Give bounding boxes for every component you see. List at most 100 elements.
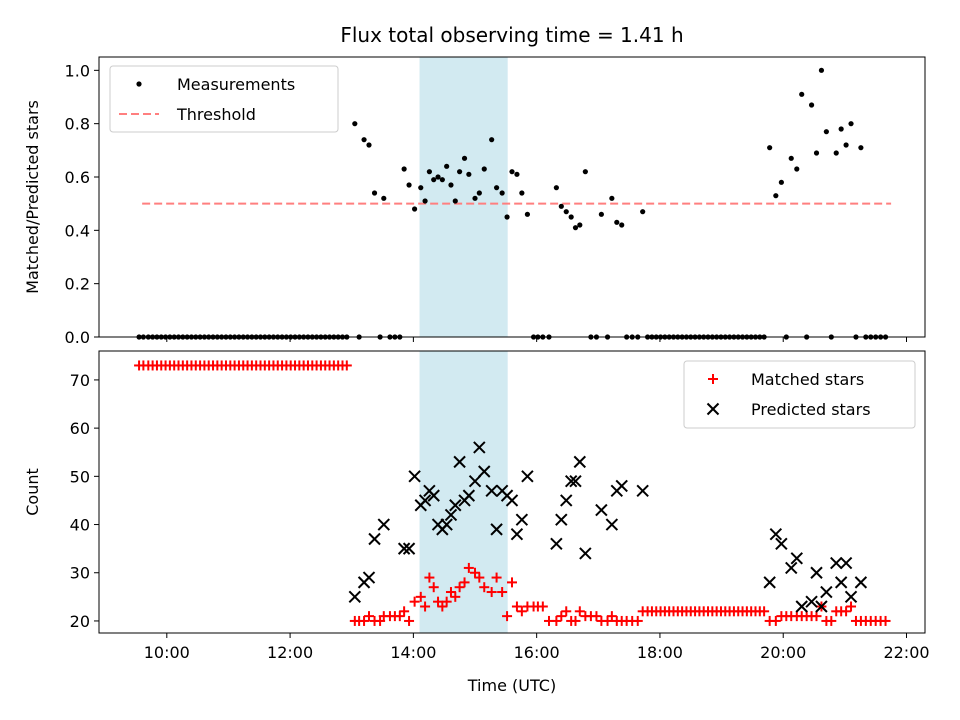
matched-star-point: [591, 611, 602, 622]
measurement-point: [598, 211, 604, 217]
predicted-star-point: [810, 566, 823, 579]
predicted-star-point: [839, 556, 853, 570]
predicted-star-point: [834, 576, 848, 589]
measurement-point: [444, 163, 450, 169]
legend-label-predicted: Predicted stars: [751, 400, 871, 419]
measurement-point: [366, 142, 372, 148]
matched-star-point: [880, 615, 891, 626]
predicted-star-point: [769, 527, 783, 541]
predicted-star-point: [605, 518, 619, 531]
matched-star-point: [474, 572, 485, 583]
measurement-point: [472, 195, 478, 201]
matched-star-point: [463, 562, 474, 573]
matched-star-point: [497, 587, 508, 598]
matched-star-point: [511, 601, 522, 612]
matched-star-point: [507, 577, 517, 588]
predicted-star-point: [440, 518, 453, 531]
legend-label-measurements: Measurements: [177, 75, 295, 94]
matched-star-point: [502, 611, 513, 622]
y-tick-label: 1.0: [65, 61, 90, 80]
measurement-point: [422, 198, 428, 204]
measurement-point: [519, 190, 525, 196]
x-tick-label: 18:00: [637, 643, 683, 662]
top-legend: Measurements Threshold: [109, 65, 339, 133]
bottom-y-axis-label: Count: [23, 468, 42, 516]
predicted-star-point: [348, 590, 362, 604]
matched-star-point: [632, 615, 643, 626]
measurement-point: [524, 211, 531, 217]
measurement-point: [833, 150, 839, 156]
measurement-point: [481, 166, 487, 172]
predicted-star-point: [462, 489, 476, 502]
x-tick-label: 10:00: [144, 643, 190, 662]
measurement-point: [563, 209, 569, 215]
legend-label-matched: Matched stars: [751, 370, 864, 389]
x-tick-label: 22:00: [883, 643, 929, 662]
x-axis-label: Time (UTC): [467, 676, 556, 695]
measurement-point: [614, 219, 620, 225]
predicted-star-point: [854, 576, 868, 589]
predicted-star-point: [595, 503, 608, 517]
matched-star-point: [846, 601, 857, 612]
predicted-star-point: [453, 455, 466, 469]
measurement-point: [858, 145, 864, 151]
legend-box: [109, 65, 339, 133]
matched-star-point: [454, 582, 465, 593]
matched-star-point: [770, 615, 781, 626]
matched-star-point: [841, 606, 852, 617]
measurement-point: [813, 150, 820, 156]
measurement-point: [818, 67, 825, 73]
bottom-axes-frame: [98, 350, 926, 634]
matched-star-point: [441, 596, 452, 607]
predicted-star-point: [560, 494, 573, 507]
bottom-legend: Matched stars Predicted stars: [683, 360, 916, 429]
matched-star-point: [363, 611, 374, 622]
measurement-point: [504, 214, 510, 220]
predicted-star-point: [418, 494, 432, 507]
measurement-point: [371, 190, 378, 196]
legend-x-marker: [706, 402, 720, 416]
matched-star-point: [404, 615, 415, 626]
predicted-star-point: [636, 484, 649, 498]
x-tick-label: 20:00: [760, 643, 806, 662]
predicted-star-point: [510, 527, 524, 541]
matched-star-point: [459, 577, 470, 588]
measurement-point: [499, 190, 505, 196]
measurement-point: [381, 195, 387, 201]
top-y-axis-label: Matched/Predicted stars: [23, 100, 42, 294]
legend-dot-marker: [136, 81, 142, 87]
measurement-point: [509, 169, 515, 175]
predicted-star-point: [402, 542, 416, 555]
matched-star-point: [606, 611, 617, 622]
y-tick-label: 60: [70, 419, 90, 438]
matched-star-point: [826, 615, 837, 626]
measurement-point: [514, 171, 520, 177]
predicted-star-point: [362, 571, 376, 584]
measurement-point: [435, 174, 441, 180]
matched-star-point: [556, 611, 567, 622]
matched-star-point: [570, 615, 581, 626]
legend-box: [683, 360, 916, 429]
measurement-point: [426, 169, 432, 175]
measurement-point: [799, 91, 805, 97]
measurement-point: [794, 166, 800, 172]
measurement-point: [401, 166, 407, 172]
measurement-point: [788, 155, 794, 161]
predicted-star-point: [830, 556, 843, 570]
predicted-star-point: [468, 474, 482, 488]
predicted-star-point: [485, 484, 498, 498]
measurement-point: [568, 214, 574, 220]
measurement-point: [553, 185, 559, 191]
matched-star-point: [516, 606, 527, 617]
measurement-point: [466, 171, 472, 177]
measurement-point: [808, 102, 815, 108]
measurement-point: [431, 177, 437, 183]
measurement-point: [582, 169, 588, 175]
matched-star-point: [551, 615, 562, 626]
matched-star-point: [420, 601, 431, 612]
predicted-star-point: [790, 552, 803, 565]
matched-star-point: [759, 606, 770, 617]
measurement-point: [406, 182, 412, 188]
predicted-star-point: [408, 470, 421, 483]
